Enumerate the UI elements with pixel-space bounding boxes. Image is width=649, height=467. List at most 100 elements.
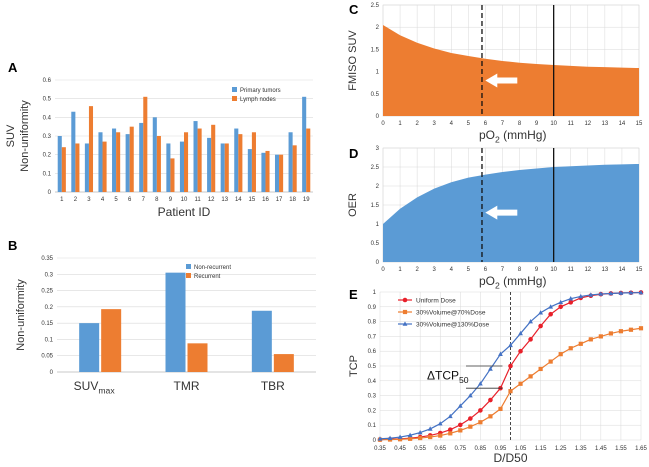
legend-label-e: 30%Volume@70%Dose bbox=[416, 310, 486, 317]
marker-130pct bbox=[427, 426, 433, 431]
bar-a-lymph bbox=[306, 128, 311, 192]
category-label-b: SUVmax bbox=[74, 379, 116, 396]
y-tick-label-e: 0.2 bbox=[368, 408, 377, 414]
y-axis-title-e: TCP bbox=[348, 355, 360, 377]
marker-70pct bbox=[448, 431, 453, 436]
bar-a-primary bbox=[220, 143, 225, 192]
y-tick-label-c: 0.5 bbox=[371, 92, 380, 98]
y-tick-label-e: 0.9 bbox=[368, 305, 377, 311]
marker-uniform bbox=[458, 422, 463, 428]
y-tick-label-e: 0.8 bbox=[368, 320, 377, 326]
bar-a-primary bbox=[71, 111, 76, 192]
bar-a-lymph bbox=[156, 136, 161, 192]
y-tick-label-d: 2 bbox=[376, 184, 380, 190]
legend-swatch-b bbox=[186, 273, 191, 278]
x-tick-label-c: 6 bbox=[484, 121, 488, 127]
y-axis-title-c: FMISO SUV bbox=[347, 30, 359, 91]
marker-70pct bbox=[397, 437, 403, 442]
marker-uniform bbox=[568, 300, 574, 305]
marker-70pct bbox=[518, 381, 523, 386]
x-tick-label-a: 10 bbox=[181, 197, 188, 203]
y-tick-label-b: 0.2 bbox=[45, 305, 54, 311]
bar-a-lymph bbox=[184, 132, 189, 192]
marker-70pct bbox=[608, 331, 613, 336]
marker-uniform bbox=[518, 348, 523, 354]
y-tick-label-a: 0.2 bbox=[43, 153, 52, 159]
marker-70pct bbox=[618, 329, 624, 334]
x-tick-label-a: 8 bbox=[155, 197, 159, 203]
bar-a-primary bbox=[274, 154, 280, 192]
x-tick-label-d: 8 bbox=[518, 267, 522, 273]
bar-a-lymph bbox=[211, 124, 216, 192]
x-tick-label-d: 1 bbox=[398, 267, 402, 273]
x-tick-label-d: 12 bbox=[584, 267, 591, 273]
y-tick-label-a: 0.3 bbox=[43, 134, 52, 140]
marker-70pct bbox=[598, 334, 603, 339]
marker-70pct bbox=[478, 420, 483, 425]
bar-a-lymph bbox=[251, 132, 256, 192]
marker-130pct bbox=[387, 435, 393, 441]
marker-130pct bbox=[488, 366, 493, 371]
legend-swatch-a bbox=[232, 87, 237, 92]
x-tick-label-c: 12 bbox=[584, 121, 591, 127]
bar-a-primary bbox=[247, 149, 252, 192]
panel-label-d: D bbox=[349, 146, 358, 161]
marker-130pct bbox=[638, 289, 644, 295]
y-tick-label-d: 2.5 bbox=[371, 165, 380, 171]
x-tick-label-c: 10 bbox=[550, 121, 557, 127]
x-tick-label-d: 7 bbox=[501, 267, 505, 273]
x-tick-label-d: 4 bbox=[450, 267, 454, 273]
marker-130pct bbox=[397, 434, 403, 439]
x-tick-label-e: 0.55 bbox=[414, 446, 426, 452]
y-tick-label-c: 1 bbox=[376, 70, 380, 76]
x-tick-label-d: 13 bbox=[602, 267, 609, 273]
bar-b-nonrecurrent bbox=[79, 323, 100, 372]
bar-a-lymph bbox=[224, 143, 229, 192]
bar-a-primary bbox=[207, 137, 212, 192]
y-tick-label-a: 0.6 bbox=[43, 78, 52, 84]
panel-label-a: A bbox=[8, 60, 18, 75]
marker-70pct bbox=[418, 435, 423, 441]
bar-a-lymph bbox=[279, 154, 284, 192]
y-tick-label-a: 0.4 bbox=[43, 115, 52, 121]
x-tick-label-e: 0.65 bbox=[434, 446, 446, 452]
legend-label-a: Primary tumors bbox=[240, 88, 281, 94]
y-tick-label-d: 1.5 bbox=[371, 203, 380, 209]
bar-a-lymph bbox=[265, 150, 270, 192]
x-tick-label-c: 13 bbox=[602, 121, 609, 127]
x-tick-label-d: 6 bbox=[484, 267, 488, 273]
x-tick-label-e: 1.25 bbox=[555, 446, 567, 452]
x-tick-label-a: 7 bbox=[142, 197, 146, 203]
marker-130pct bbox=[467, 393, 473, 398]
x-tick-label-e: 1.05 bbox=[515, 446, 527, 452]
legend-label-b: Non-recurrent bbox=[194, 265, 231, 271]
bar-a-lymph bbox=[170, 158, 175, 192]
y-tick-label-c: 0 bbox=[376, 114, 380, 120]
panel-label-b: B bbox=[8, 238, 17, 253]
legend-marker-e bbox=[402, 309, 408, 315]
marker-70pct bbox=[548, 359, 553, 364]
x-tick-label-a: 3 bbox=[87, 197, 91, 203]
x-tick-label-d: 5 bbox=[467, 267, 471, 273]
x-tick-label-e: 0.95 bbox=[495, 446, 507, 452]
y-axis-title-a: SUV bbox=[5, 124, 17, 147]
bar-b-nonrecurrent bbox=[251, 310, 272, 372]
y-tick-label-a: 0.1 bbox=[43, 171, 52, 177]
x-tick-label-c: 1 bbox=[398, 121, 402, 127]
panel-label-c: C bbox=[349, 2, 359, 17]
bar-b-nonrecurrent bbox=[165, 272, 186, 372]
bar-a-lymph bbox=[238, 134, 243, 192]
y-tick-label-d: 0.5 bbox=[371, 241, 380, 247]
bar-b-recurrent bbox=[273, 354, 294, 372]
x-tick-label-a: 11 bbox=[194, 197, 201, 203]
marker-70pct bbox=[528, 374, 533, 379]
bar-a-primary bbox=[288, 132, 293, 192]
x-tick-label-a: 2 bbox=[74, 197, 78, 203]
marker-70pct bbox=[468, 424, 473, 429]
x-tick-label-a: 12 bbox=[208, 197, 215, 203]
marker-130pct bbox=[417, 430, 423, 435]
marker-70pct bbox=[458, 428, 463, 433]
bar-a-primary bbox=[166, 143, 171, 192]
marker-70pct bbox=[578, 341, 583, 346]
x-tick-label-d: 10 bbox=[550, 267, 557, 273]
